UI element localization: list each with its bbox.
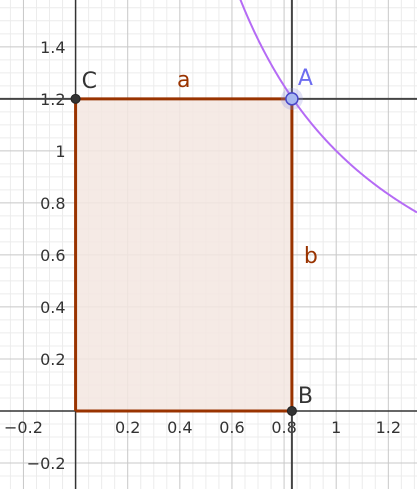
point-C-label: C: [82, 69, 97, 94]
y-tick-label: −0.2: [27, 454, 66, 473]
y-tick-labels: −0.20.20.40.60.811.21.4: [27, 38, 66, 473]
point-A-label: A: [298, 66, 313, 91]
y-tick-label: 0.4: [40, 298, 65, 317]
y-tick-label: 1: [55, 142, 65, 161]
x-tick-label: −0.2: [4, 418, 43, 437]
point-B-label: B: [298, 384, 313, 409]
y-tick-label: 0.8: [40, 194, 65, 213]
x-tick-label: 1.2: [376, 418, 401, 437]
x-tick-label: 0.8: [271, 418, 296, 437]
point-B[interactable]: [286, 405, 297, 416]
x-tick-labels: −0.2 0.2 0.4 0.6 0.8 1 1.2: [4, 418, 401, 437]
x-tick-label: 1: [331, 418, 341, 437]
segment-b-label: b: [304, 244, 318, 269]
point-A[interactable]: [285, 92, 299, 106]
rectangle-region[interactable]: [75, 98, 292, 411]
x-tick-label: 0.6: [219, 418, 244, 437]
point-C[interactable]: [70, 93, 81, 104]
y-tick-label: 0.6: [40, 246, 65, 265]
y-tick-label: 1.4: [40, 38, 65, 57]
hyperbola-curve[interactable]: [226, 0, 417, 214]
x-tick-label: 0.4: [167, 418, 192, 437]
segment-a-label: a: [177, 68, 190, 93]
y-tick-label: 0.2: [40, 350, 65, 369]
x-tick-label: 0.2: [115, 418, 140, 437]
